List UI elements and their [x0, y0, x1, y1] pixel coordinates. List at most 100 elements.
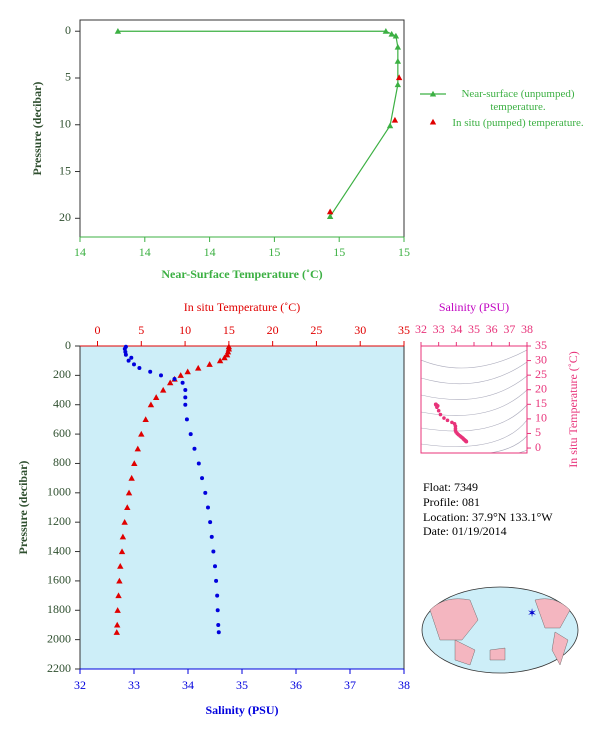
- data-point: [132, 362, 136, 367]
- data-point: [124, 504, 131, 511]
- data-point: [214, 578, 219, 583]
- data-point: [137, 366, 142, 371]
- data-point: [395, 74, 403, 81]
- x-tick-label: 37: [503, 322, 515, 336]
- data-point: [209, 534, 214, 539]
- ts-point: [464, 439, 469, 444]
- data-point: [326, 208, 334, 215]
- series-line: [117, 30, 399, 217]
- x2-tick-label: 20: [267, 323, 279, 337]
- ts-point: [445, 418, 450, 423]
- x2-tick-label: 10: [179, 323, 191, 337]
- y-tick-label: 15: [535, 396, 547, 410]
- x-tick-label: 15: [333, 245, 345, 259]
- data-point: [216, 357, 224, 364]
- x2-tick-label: 15: [223, 323, 235, 337]
- data-point: [148, 369, 153, 374]
- world-map: ✶: [421, 586, 579, 674]
- data-point: [183, 395, 188, 400]
- data-point: [131, 460, 138, 467]
- y-axis-title: In situ Temperature (˚C): [566, 351, 580, 468]
- y-tick-label: 10: [535, 411, 547, 425]
- y-tick-label: 1600: [47, 573, 71, 587]
- y-tick-label: 800: [53, 455, 71, 469]
- data-point: [192, 446, 197, 451]
- legend-label: Near-surface (unpumped) temperature.: [461, 88, 575, 113]
- y-tick-label: 1200: [47, 514, 71, 528]
- svg-text:✶: ✶: [527, 606, 537, 620]
- x2-tick-label: 0: [95, 323, 101, 337]
- x-tick-label: 33: [128, 678, 140, 692]
- data-point: [129, 355, 134, 360]
- x-tick-label: 36: [290, 678, 302, 692]
- data-point: [206, 361, 213, 367]
- x-tick-label: 35: [236, 678, 248, 692]
- data-point: [223, 351, 231, 358]
- data-point: [114, 28, 122, 34]
- x-tick-label: 32: [415, 322, 427, 336]
- x2-axis-title: In situ Temperature (˚C): [184, 300, 301, 314]
- data-point: [125, 489, 133, 496]
- legend-marker: [429, 118, 437, 125]
- x-axis-title: Near-Surface Temperature (˚C): [161, 267, 322, 281]
- data-point: [211, 549, 216, 554]
- data-point: [208, 520, 213, 525]
- data-point: [159, 373, 163, 378]
- location: Location: 37.9°N 133.1°W: [423, 510, 553, 524]
- data-point: [121, 518, 128, 525]
- data-point: [114, 621, 121, 628]
- plot-area: [79, 345, 405, 670]
- data-point: [116, 577, 123, 584]
- x-tick-label: 35: [468, 322, 480, 336]
- y-tick-label: 15: [59, 163, 71, 177]
- x-tick-label: 33: [433, 322, 445, 336]
- data-point: [114, 607, 121, 613]
- data-point: [147, 401, 155, 408]
- x2-tick-label: 30: [354, 323, 366, 337]
- legend-marker: [429, 90, 437, 97]
- data-point: [119, 533, 127, 540]
- x-axis-title: Salinity (PSU): [439, 300, 509, 314]
- data-point: [391, 116, 399, 123]
- x-tick-label: 34: [450, 322, 462, 336]
- y-tick-label: 0: [535, 440, 541, 454]
- y-tick-label: 20: [59, 210, 71, 224]
- x-tick-label: 37: [344, 678, 356, 692]
- x-tick-label: 36: [486, 322, 498, 336]
- plot-frame: [79, 19, 405, 238]
- data-point: [115, 592, 122, 599]
- y-tick-label: 1000: [47, 485, 71, 499]
- x-tick-label: 38: [521, 322, 533, 336]
- y-tick-label: 30: [535, 352, 547, 366]
- x-tick-label: 34: [182, 678, 194, 692]
- x2-tick-label: 25: [310, 323, 322, 337]
- y-tick-label: 35: [535, 338, 547, 352]
- x-tick-label: 14: [139, 245, 151, 259]
- data-point: [392, 32, 400, 39]
- ts-point: [450, 420, 454, 425]
- data-point: [200, 476, 205, 481]
- data-point: [213, 564, 217, 569]
- data-point: [159, 386, 167, 393]
- data-point: [184, 368, 191, 375]
- data-point: [216, 630, 221, 635]
- y-tick-label: 600: [53, 426, 71, 440]
- data-point: [394, 43, 402, 50]
- density-contours: [421, 349, 527, 453]
- data-point: [123, 352, 128, 357]
- data-point: [138, 430, 145, 437]
- x-tick-label: 15: [268, 245, 280, 259]
- data-point: [184, 417, 189, 422]
- y-tick-label: 20: [535, 381, 547, 395]
- data-point: [196, 461, 201, 466]
- data-point: [180, 380, 185, 385]
- data-point: [188, 432, 193, 437]
- profile-id: Profile: 081: [423, 495, 480, 509]
- plot-frame: [420, 345, 528, 454]
- float-id: Float: 7349: [423, 480, 479, 494]
- data-point: [203, 490, 208, 495]
- data-point: [126, 358, 131, 363]
- x-tick-label: 32: [74, 678, 86, 692]
